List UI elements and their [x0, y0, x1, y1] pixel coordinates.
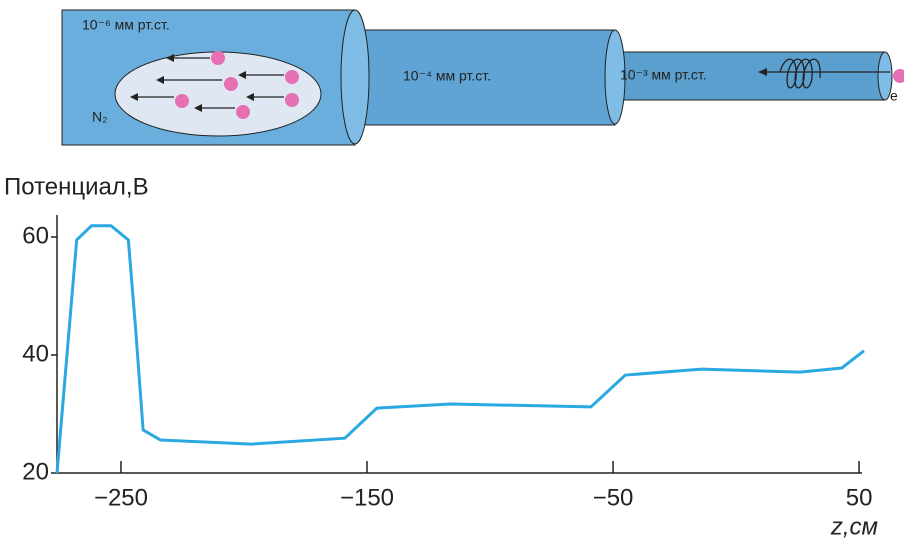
vacuum-diagram: 10⁻⁶ мм рт.ст. N₂ 10⁻⁴ мм рт.ст. 10⁻³ мм… — [61, 9, 904, 146]
y-tick-label: 40 — [22, 340, 49, 367]
x-tick-label: 50 — [846, 484, 873, 511]
y-tick-label: 20 — [22, 458, 49, 485]
x-tick-label: −150 — [340, 484, 394, 511]
pressure-label: 10⁻⁶ мм рт.ст. — [82, 17, 170, 33]
tube-medium — [354, 29, 616, 126]
tube-end — [604, 29, 626, 125]
data-line — [55, 224, 865, 474]
x-tick-label: −250 — [94, 484, 148, 511]
electron-label: e — [890, 88, 898, 104]
x-tick-label: −50 — [593, 484, 634, 511]
y-tick-label: 60 — [22, 222, 49, 249]
y-axis-title: Потенциал,В — [4, 173, 149, 200]
trajectories — [132, 57, 890, 109]
particles — [175, 51, 904, 119]
tube-small — [611, 51, 886, 101]
tube-end — [877, 51, 893, 101]
x-axis-title: z,см — [830, 513, 878, 540]
gas-label: N₂ — [92, 109, 108, 125]
pressure-label: 10⁻⁴ мм рт.ст. — [403, 68, 491, 84]
pressure-label: 10⁻³ мм рт.ст. — [620, 67, 707, 83]
tube-end — [340, 9, 370, 145]
